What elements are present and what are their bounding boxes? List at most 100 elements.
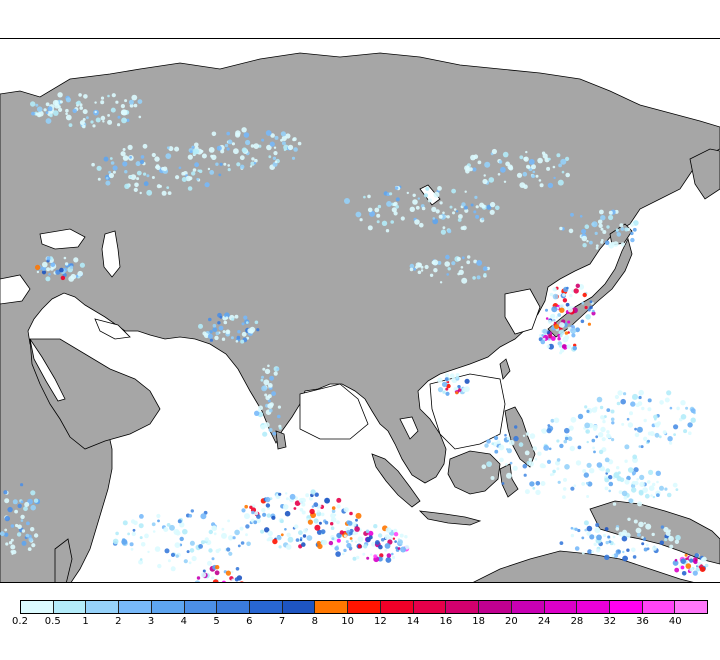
precip-dot (445, 391, 450, 396)
precip-dot (638, 395, 642, 400)
precip-dot (419, 222, 424, 228)
precip-dot (664, 397, 670, 403)
precip-dot (237, 544, 241, 548)
precip-dot (189, 150, 193, 154)
precip-dot (486, 204, 492, 210)
precip-dot (384, 543, 391, 549)
precip-dot (186, 550, 190, 554)
precip-dot (276, 367, 280, 371)
colorbar-label: 0.2 (12, 616, 28, 627)
precip-dot (240, 339, 245, 344)
precip-dot (45, 102, 50, 107)
precip-dot (579, 215, 583, 218)
precip-dot (91, 162, 95, 167)
precip-dot (458, 214, 463, 219)
precip-dot (599, 209, 604, 215)
precip-dot (617, 390, 623, 396)
precip-dot (529, 481, 535, 487)
precip-dot (423, 193, 429, 198)
precip-dot (565, 156, 570, 161)
precip-dot (100, 96, 105, 100)
colorbar-cell (151, 601, 185, 613)
precip-dot (557, 337, 561, 341)
precip-dot (381, 220, 388, 226)
precip-dot (225, 329, 231, 335)
precip-dot (313, 518, 319, 524)
precip-dot (202, 569, 206, 573)
precip-dot (108, 172, 114, 179)
precip-dot (535, 489, 541, 496)
precip-dot (393, 528, 398, 534)
precip-dot (14, 509, 18, 514)
precip-dot (541, 334, 544, 337)
precip-dot (369, 210, 375, 217)
precip-dot (200, 540, 205, 545)
precip-dot (654, 422, 658, 426)
precip-dot (652, 482, 656, 487)
precip-dot (586, 525, 593, 532)
precip-dot (451, 261, 456, 266)
precip-dot (593, 450, 596, 454)
precip-dot (649, 431, 655, 437)
precip-dot (637, 501, 643, 507)
precip-dot (26, 521, 30, 526)
precip-dot (669, 441, 673, 445)
precip-dot (457, 272, 461, 276)
precip-dot (215, 331, 220, 336)
precip-dot (630, 222, 635, 227)
precip-dot (266, 538, 270, 542)
precip-dot (464, 205, 468, 210)
precip-dot (75, 101, 79, 105)
precip-dot (552, 165, 556, 169)
lake-baikal (419, 184, 441, 206)
precip-dot (20, 500, 24, 504)
precip-dot (587, 308, 591, 312)
precip-dot (284, 528, 287, 531)
precip-dot (643, 418, 647, 423)
precip-dot (17, 524, 22, 530)
precip-dot (280, 131, 286, 137)
precip-dot (641, 542, 645, 546)
precip-dot (620, 227, 625, 231)
precip-dot (611, 438, 615, 442)
precip-dot (581, 228, 587, 234)
precip-dot (350, 539, 354, 543)
precip-dot (701, 556, 707, 562)
precip-dot (546, 459, 552, 464)
precip-dot (468, 167, 473, 172)
precip-dot (651, 532, 655, 537)
precip-dot (79, 262, 85, 268)
precip-dot (103, 156, 109, 162)
precip-dot (269, 408, 273, 413)
precip-dot (505, 161, 510, 167)
precip-dot (121, 538, 128, 545)
precip-dot (298, 530, 303, 536)
precip-dot (188, 561, 192, 565)
precip-dot (570, 416, 577, 423)
precip-dot (461, 202, 466, 207)
precip-dot (632, 227, 637, 232)
precip-dot (226, 547, 231, 552)
precip-dot (10, 544, 16, 550)
kamchatka-land (689, 148, 720, 200)
precip-dot (384, 534, 390, 540)
precip-dot (594, 527, 601, 534)
precip-dot (437, 377, 443, 383)
precip-dot (513, 435, 519, 442)
precip-dot (613, 543, 616, 546)
precip-dot (351, 521, 357, 527)
precip-dot (523, 473, 527, 477)
precip-dot (546, 166, 551, 171)
precip-dot (481, 464, 487, 470)
precip-dot (633, 467, 639, 473)
precip-dot (489, 201, 496, 208)
precip-dot (495, 205, 500, 211)
precip-dot (636, 426, 643, 433)
precip-dot (464, 378, 470, 384)
precip-dot (65, 108, 69, 113)
precip-dot (604, 527, 609, 531)
precip-dot (473, 210, 477, 214)
precip-dot (204, 333, 209, 339)
precip-dot (685, 557, 688, 561)
precip-dot (598, 449, 604, 455)
